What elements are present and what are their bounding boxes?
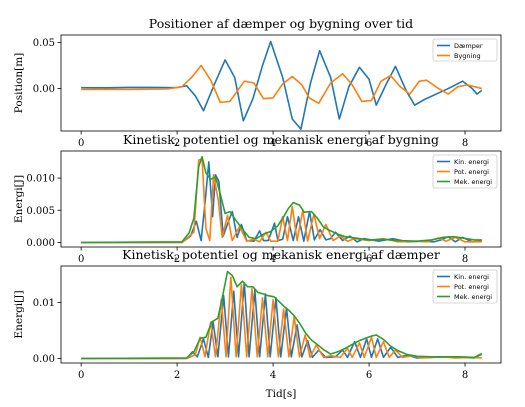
series-line-mek-energi	[81, 156, 482, 244]
x-tick-label: 8	[462, 370, 468, 381]
series-line-pot-energi	[81, 276, 482, 360]
x-tick-label: 0	[78, 138, 84, 149]
legend-label: Kin. energi	[454, 158, 489, 166]
series-line-dæmper	[81, 40, 483, 130]
y-axis-label: Energi[J]	[13, 290, 25, 338]
x-tick-label: 4	[270, 370, 276, 381]
legend-box	[432, 154, 498, 189]
chart-panel-2: 0 2 4 6 8 0.010 0.005 0.000 Kinetisk, potentiel …	[13, 132, 502, 265]
legend-label: Bygning	[454, 52, 481, 60]
y-tick-label: 0.01	[33, 298, 55, 309]
chart-title: Positioner af dæmper og bygning over tid	[149, 16, 413, 31]
y-axis-label: Energi[J]	[13, 175, 25, 223]
x-tick-label: 2	[174, 138, 180, 149]
legend-label: Mek. energi	[454, 178, 492, 186]
y-tick-label: 0.000	[26, 238, 55, 249]
plot-frame	[60, 34, 502, 132]
x-tick-label: 0	[78, 254, 84, 265]
legend-label: Mek. energi	[454, 293, 492, 301]
x-axis-label: Tid[s]	[266, 388, 297, 400]
x-tick-label: 2	[174, 370, 180, 381]
series-line-mek-energi	[81, 270, 483, 360]
chart-panel-3: 0 2 4 6 8 0.01 0.00 Kinetisk, potentiel og meka…	[13, 247, 502, 381]
x-tick-label: 6	[366, 370, 372, 381]
y-tick-label: 0.005	[26, 206, 55, 217]
x-tick-label: 2	[174, 254, 180, 265]
chart-title: Kinetisk, potentiel og mekanisk energi a…	[123, 132, 439, 147]
legend: Dæmper Bygning	[432, 38, 498, 62]
x-tick-label: 8	[462, 138, 468, 149]
y-tick-label: 0.00	[33, 84, 55, 95]
x-tick-label: 4	[270, 254, 276, 265]
y-tick-label: 0.00	[33, 354, 55, 365]
series-line-bygning	[81, 64, 483, 105]
x-tick-label: 4	[270, 138, 276, 149]
legend: Kin. energi Pot. energi Mek. energi	[432, 269, 498, 304]
y-tick-label: 0.05	[33, 38, 55, 49]
x-tick-label: 6	[366, 138, 372, 149]
legend-label: Kin. energi	[454, 273, 489, 281]
legend-label: Pot. energi	[454, 283, 489, 291]
y-tick-label: 0.010	[26, 174, 55, 185]
legend: Kin. energi Pot. energi Mek. energi	[432, 154, 498, 189]
x-tick-label: 0	[78, 370, 84, 381]
chart-title: Kinetisk, potentiel og mekanisk energi a…	[122, 247, 440, 262]
legend-label: Dæmper	[454, 42, 483, 50]
series-line-pot-energi	[81, 157, 482, 244]
legend-box	[432, 269, 498, 304]
x-tick-label: 6	[366, 254, 372, 265]
legend-label: Pot. energi	[454, 168, 489, 176]
x-tick-label: 8	[462, 254, 468, 265]
y-axis-label: Position[m]	[13, 53, 25, 114]
chart-panel-1: 0 2 4 6 8 0.05 0.00 Positioner af dæmper og byg…	[13, 16, 502, 149]
plot-frame	[60, 150, 502, 248]
plot-frame	[60, 265, 502, 364]
